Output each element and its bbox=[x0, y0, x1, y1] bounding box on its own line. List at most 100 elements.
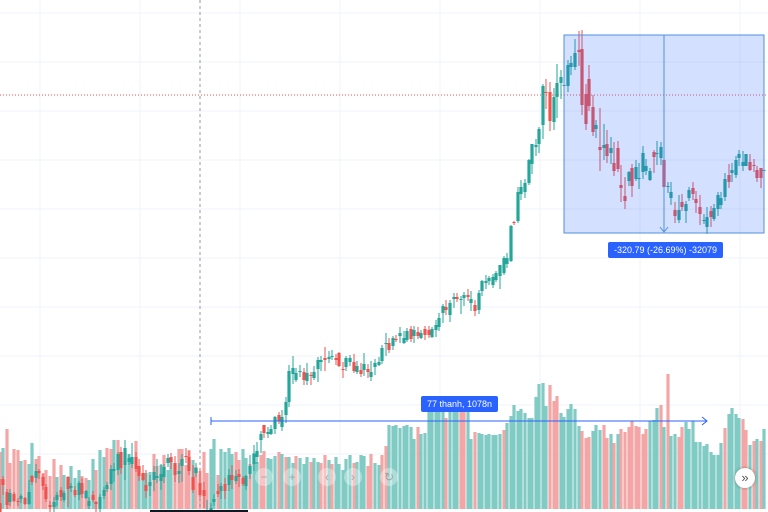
volume-bar bbox=[519, 409, 523, 509]
volume-bar bbox=[627, 427, 631, 509]
candle-body bbox=[452, 297, 456, 299]
candle-body bbox=[705, 217, 709, 227]
candle-body bbox=[166, 458, 170, 463]
candle-body bbox=[173, 463, 177, 475]
candle-body bbox=[66, 477, 70, 489]
zoom-in-button[interactable]: + bbox=[283, 468, 301, 486]
volume-bar bbox=[469, 439, 473, 509]
candle-body bbox=[119, 452, 123, 468]
candle-body bbox=[466, 295, 470, 297]
candle-body bbox=[41, 477, 45, 486]
candle-body bbox=[48, 505, 52, 507]
volume-bar bbox=[448, 404, 452, 509]
volume-bar bbox=[169, 458, 173, 509]
candle-body bbox=[544, 92, 548, 93]
candle-body bbox=[748, 162, 752, 170]
volume-bar bbox=[491, 435, 495, 509]
date-range-arrowhead bbox=[701, 416, 708, 426]
candle-body bbox=[444, 307, 448, 310]
candle-body bbox=[591, 107, 595, 132]
candle-body bbox=[387, 343, 391, 350]
candle-body bbox=[273, 417, 277, 429]
scroll-left-button[interactable]: ‹ bbox=[318, 468, 336, 486]
volume-bar bbox=[341, 470, 345, 509]
volume-bar bbox=[102, 457, 106, 509]
volume-bar bbox=[369, 454, 373, 509]
candle-body bbox=[334, 358, 338, 360]
candle-body bbox=[344, 358, 348, 367]
candle-body bbox=[191, 477, 195, 490]
candle-body bbox=[755, 170, 759, 178]
volume-bar bbox=[48, 476, 52, 509]
volume-bar bbox=[555, 396, 559, 509]
candle-body bbox=[559, 77, 563, 83]
candle-body bbox=[162, 467, 166, 477]
candle-body bbox=[491, 277, 495, 285]
volume-bar bbox=[741, 419, 745, 509]
candle-body bbox=[477, 293, 481, 310]
candle-body bbox=[359, 370, 363, 374]
candle-body bbox=[312, 372, 316, 378]
volume-bar bbox=[255, 462, 259, 509]
volume-bar bbox=[623, 432, 627, 509]
candle-body bbox=[609, 148, 613, 153]
volume-bar bbox=[141, 473, 145, 509]
volume-bar bbox=[166, 470, 170, 509]
candle-body bbox=[284, 402, 288, 415]
candle-body bbox=[502, 258, 506, 273]
candle-body bbox=[330, 356, 334, 357]
candle-body bbox=[127, 458, 131, 462]
candle-body bbox=[266, 432, 270, 434]
candle-body bbox=[287, 371, 291, 402]
scroll-to-realtime-button[interactable]: » bbox=[735, 468, 755, 488]
volume-bar bbox=[266, 458, 270, 509]
volume-bar bbox=[712, 455, 716, 509]
candle-body bbox=[473, 305, 477, 311]
candle-body bbox=[44, 487, 48, 499]
candle-body bbox=[459, 299, 463, 300]
candle-body bbox=[612, 163, 616, 171]
drawing-annotations[interactable] bbox=[150, 34, 765, 512]
volume-bar bbox=[755, 439, 759, 509]
candle-body bbox=[580, 49, 584, 105]
volume-bar bbox=[548, 385, 552, 509]
volume-bar bbox=[273, 456, 277, 509]
volume-bar bbox=[594, 425, 598, 509]
volume-bar bbox=[280, 454, 284, 509]
zoom-out-button[interactable]: − bbox=[255, 468, 273, 486]
reset-chart-button[interactable]: ↻ bbox=[380, 468, 398, 486]
candle-body bbox=[566, 65, 570, 86]
volume-bar bbox=[391, 426, 395, 509]
candle-body bbox=[402, 338, 406, 343]
candle-body bbox=[84, 491, 88, 498]
candle-body bbox=[616, 148, 620, 169]
candle-body bbox=[673, 210, 677, 216]
candle-body bbox=[573, 53, 577, 67]
volume-bar bbox=[366, 466, 370, 509]
candle-body bbox=[619, 185, 623, 188]
volume-bar bbox=[298, 458, 302, 509]
price-candles bbox=[0, 30, 766, 512]
volume-bar bbox=[462, 406, 466, 509]
candle-body bbox=[752, 165, 756, 166]
volume-bar bbox=[684, 422, 688, 509]
scroll-right-button[interactable]: › bbox=[344, 468, 362, 486]
candle-body bbox=[534, 145, 538, 147]
candle-body bbox=[259, 434, 263, 440]
volume-bar bbox=[87, 480, 91, 509]
volume-bar bbox=[194, 467, 198, 509]
volume-bar bbox=[584, 438, 588, 509]
candle-body bbox=[105, 485, 109, 489]
candle-body bbox=[652, 152, 656, 157]
candle-body bbox=[527, 160, 531, 183]
volume-bar bbox=[352, 463, 356, 509]
volume-bar bbox=[202, 452, 206, 509]
volume-bar bbox=[723, 428, 727, 509]
volume-bar bbox=[348, 455, 352, 509]
volume-bar bbox=[387, 425, 391, 509]
volume-bar bbox=[405, 425, 409, 509]
volume-bar bbox=[316, 462, 320, 509]
candle-body bbox=[234, 476, 238, 481]
